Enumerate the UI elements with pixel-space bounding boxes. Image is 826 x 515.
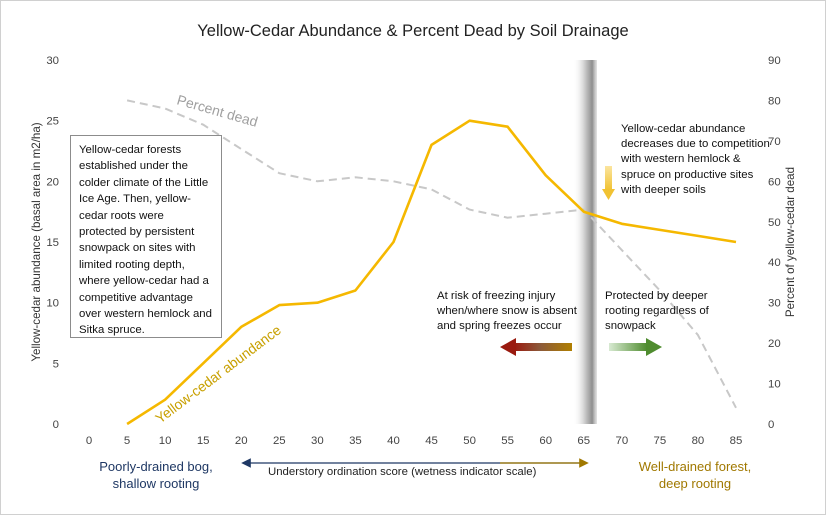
point-abundance-11: [545, 174, 547, 176]
y-tick-label-right-5: 50: [768, 217, 781, 229]
y-tick-label-left-6: 30: [46, 55, 59, 67]
y-tick-label-right-1: 10: [768, 379, 781, 391]
series-label-percent-dead: Percent dead: [175, 92, 259, 130]
x-tick-label-1: 5: [124, 435, 130, 447]
x-axis: 0 5 10 15 20 25 30 35 40 45 50 55 60 65 70 75 80 85: [86, 435, 743, 447]
series-layer: [126, 99, 737, 426]
point-abundance-3: [240, 326, 242, 328]
point-percent-dead-8: [431, 188, 433, 190]
point-abundance-10: [507, 126, 509, 128]
point-abundance-16: [735, 241, 737, 243]
y-axis-left: 0 5 10 15 20 25 30: [46, 55, 59, 431]
label-well-drained: Well-drained forest, deep rooting: [600, 458, 790, 492]
x-tick-label-15: 75: [654, 435, 667, 447]
y-tick-label-left-4: 20: [46, 176, 59, 188]
y-tick-label-right-9: 90: [768, 55, 781, 67]
point-abundance-4: [278, 304, 280, 306]
x-axis-title: Understory ordination score (wetness ind…: [268, 466, 537, 478]
y-tick-label-right-4: 40: [768, 257, 781, 269]
y-tick-label-left-2: 10: [46, 298, 59, 310]
label-poorly-drained-line2: shallow rooting: [112, 476, 200, 491]
y-axis-title-left: Yellow-cedar abundance (basal area in m2…: [30, 122, 43, 361]
y-tick-label-left-5: 25: [46, 116, 59, 128]
point-abundance-8: [431, 144, 433, 146]
risk-arrow-icon: [500, 338, 572, 356]
point-abundance-14: [659, 229, 661, 231]
y-tick-label-right-7: 70: [768, 136, 781, 148]
y-axis-title-right: Percent of yellow-cedar dead: [784, 167, 797, 317]
point-percent-dead-7: [392, 180, 394, 182]
point-percent-dead-13: [621, 249, 623, 251]
x-tick-label-3: 15: [197, 435, 210, 447]
x-tick-label-6: 30: [311, 435, 324, 447]
chart-title: Yellow-Cedar Abundance & Percent Dead by…: [197, 22, 629, 40]
annotation-left-box: Yellow-cedar forests established under t…: [70, 135, 222, 338]
x-tick-label-13: 65: [577, 435, 590, 447]
annotation-competition: Yellow-cedar abundance decreases due to …: [621, 123, 770, 196]
point-abundance-5: [316, 302, 318, 304]
point-abundance-15: [697, 235, 699, 237]
x-tick-label-9: 45: [425, 435, 438, 447]
x-tick-label-14: 70: [615, 435, 628, 447]
x-tick-label-11: 55: [501, 435, 514, 447]
annotation-freeze-risk: At risk of freezing injury when/where sn…: [437, 290, 577, 333]
transition-band: [573, 60, 597, 424]
point-percent-dead-4: [278, 172, 280, 174]
label-well-drained-line1: Well-drained forest,: [638, 459, 752, 474]
label-poorly-drained: Poorly-drained bog, shallow rooting: [66, 458, 246, 492]
point-abundance-2: [202, 362, 204, 364]
y-tick-label-right-6: 60: [768, 176, 781, 188]
x-tick-label-2: 10: [159, 435, 172, 447]
y-tick-label-right-2: 20: [768, 338, 781, 350]
x-tick-label-0: 0: [86, 435, 92, 447]
y-tick-label-left-0: 0: [53, 419, 59, 431]
y-tick-label-left-1: 5: [53, 358, 59, 370]
x-tick-label-17: 85: [730, 435, 743, 447]
annotation-protected: Protected by deeper rooting regardless o…: [605, 290, 709, 333]
x-tick-label-8: 40: [387, 435, 400, 447]
point-percent-dead-1: [164, 108, 166, 110]
point-percent-dead-16: [735, 407, 737, 409]
x-tick-label-7: 35: [349, 435, 362, 447]
protected-arrow-icon: [609, 338, 662, 356]
point-abundance-1: [164, 399, 166, 401]
point-percent-dead-9: [469, 209, 471, 211]
point-abundance-13: [621, 223, 623, 225]
point-abundance-0: [126, 423, 128, 425]
x-tick-label-16: 80: [692, 435, 705, 447]
point-percent-dead-0: [126, 99, 128, 101]
y-tick-label-right-8: 80: [768, 95, 781, 107]
series-line-percent-dead: [126, 99, 737, 409]
point-abundance-12: [583, 211, 585, 213]
series-line-abundance: [126, 119, 737, 426]
x-tick-label-5: 25: [273, 435, 286, 447]
point-abundance-6: [354, 290, 356, 292]
point-abundance-7: [392, 241, 394, 243]
point-percent-dead-5: [316, 180, 318, 182]
point-percent-dead-3: [240, 148, 242, 150]
y-axis-right: 0 10 20 30 40 50 60 70 80 90: [768, 55, 781, 431]
point-percent-dead-11: [545, 213, 547, 215]
decrease-arrow-icon: [602, 166, 615, 200]
y-tick-label-left-3: 15: [46, 237, 59, 249]
x-tick-label-10: 50: [463, 435, 476, 447]
point-percent-dead-2: [202, 124, 204, 126]
point-abundance-9: [469, 120, 471, 122]
point-percent-dead-10: [507, 217, 509, 219]
x-tick-label-4: 20: [235, 435, 248, 447]
y-tick-label-right-0: 0: [768, 419, 774, 431]
label-poorly-drained-line1: Poorly-drained bog,: [99, 459, 213, 474]
x-tick-label-12: 60: [539, 435, 552, 447]
point-percent-dead-6: [354, 176, 356, 178]
label-well-drained-line2: deep rooting: [658, 476, 732, 491]
y-tick-label-right-3: 30: [768, 298, 781, 310]
